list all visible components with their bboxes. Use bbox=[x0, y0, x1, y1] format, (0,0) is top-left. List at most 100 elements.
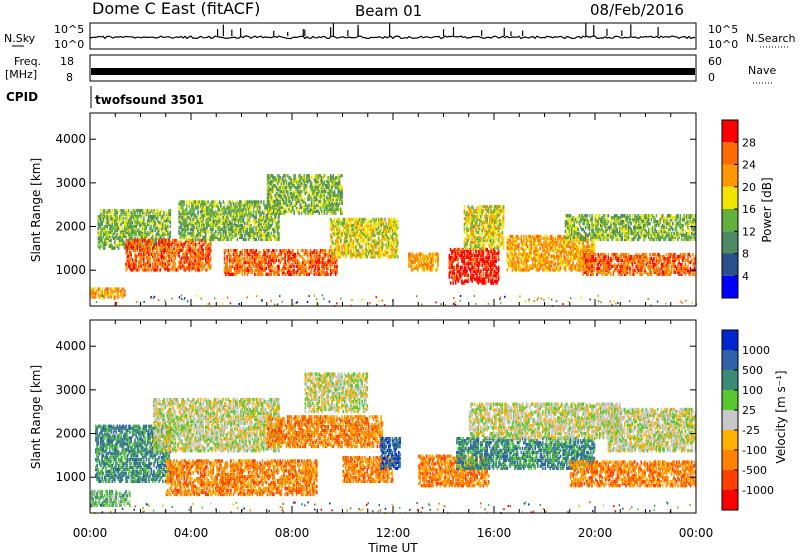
power-data-cell bbox=[183, 231, 185, 236]
power-data-cell bbox=[165, 238, 168, 242]
power-data-cell bbox=[130, 211, 132, 215]
power-data-cell bbox=[199, 233, 202, 238]
power-data-cell bbox=[100, 220, 102, 225]
power-data-cell bbox=[239, 251, 241, 255]
power-data-cell bbox=[298, 207, 300, 211]
power-data-cell bbox=[255, 220, 257, 224]
power-data-cell bbox=[140, 222, 143, 227]
power-data-cell bbox=[271, 227, 274, 232]
power-data-cell bbox=[293, 193, 295, 198]
power-data-cell bbox=[299, 272, 302, 276]
power-data-cell bbox=[106, 234, 108, 238]
power-data-cell bbox=[165, 228, 168, 233]
power-data-cell bbox=[250, 223, 252, 228]
power-data-cell bbox=[273, 199, 275, 204]
power-data-cell bbox=[268, 199, 270, 204]
power-data-cell bbox=[269, 180, 271, 184]
power-data-cell bbox=[204, 258, 207, 262]
power-data-cell bbox=[188, 246, 191, 250]
power-data-cell bbox=[227, 251, 230, 255]
power-data-cell bbox=[110, 216, 112, 221]
power-data-cell bbox=[274, 201, 276, 205]
power-data-cell bbox=[100, 295, 102, 299]
power-data-cell bbox=[453, 265, 456, 269]
power-data-cell bbox=[203, 227, 206, 232]
power-data-cell bbox=[112, 213, 115, 217]
power-data-cell bbox=[302, 262, 304, 267]
power-data-cell bbox=[271, 249, 274, 253]
power-data-cell bbox=[269, 218, 271, 222]
power-data-cell bbox=[318, 260, 321, 265]
power-data-cell bbox=[260, 237, 262, 242]
power-data-cell bbox=[197, 204, 199, 208]
power-data-cell bbox=[270, 251, 273, 255]
power-data-cell bbox=[228, 206, 231, 210]
power-data-cell bbox=[126, 226, 129, 231]
power-data-cell bbox=[323, 266, 326, 271]
power-data-cell bbox=[278, 185, 280, 190]
power-data-cell bbox=[201, 229, 203, 234]
power-data-cell bbox=[98, 242, 101, 246]
power-data-cell bbox=[175, 248, 178, 252]
power-data-cell bbox=[208, 212, 211, 216]
power-data-cell bbox=[255, 264, 257, 269]
power-data-cell bbox=[249, 256, 251, 261]
power-data-cell bbox=[285, 209, 288, 213]
power-data-cell bbox=[271, 201, 274, 205]
power-data-cell bbox=[198, 225, 201, 230]
power-data-cell bbox=[179, 214, 182, 218]
power-data-cell bbox=[186, 254, 188, 258]
power-data-cell bbox=[160, 260, 163, 264]
power-data-cell bbox=[108, 230, 111, 235]
power-data-cell bbox=[228, 210, 231, 214]
power-data-cell bbox=[130, 244, 132, 249]
power-data-cell bbox=[246, 206, 249, 210]
power-data-cell bbox=[153, 258, 155, 262]
power-data-cell bbox=[191, 204, 193, 208]
power-data-cell bbox=[287, 203, 289, 207]
power-data-cell bbox=[326, 252, 328, 257]
power-data-cell bbox=[215, 229, 217, 234]
power-data-cell bbox=[232, 218, 235, 222]
power-data-cell bbox=[236, 256, 238, 261]
power-data-cell bbox=[154, 242, 156, 246]
power-data-cell bbox=[203, 225, 206, 230]
power-data-cell bbox=[220, 210, 222, 214]
power-data-cell bbox=[193, 208, 196, 212]
power-data-cell bbox=[120, 232, 122, 236]
power-data-cell bbox=[145, 234, 148, 238]
power-data-cell bbox=[119, 289, 121, 293]
power-data-cell bbox=[321, 260, 323, 265]
power-data-cell bbox=[139, 209, 141, 213]
power-data-cell bbox=[155, 236, 158, 240]
power-data-cell bbox=[235, 256, 237, 261]
power-data-cell bbox=[126, 242, 129, 247]
power-data-cell bbox=[156, 258, 159, 262]
power-data-cell bbox=[178, 231, 180, 236]
power-data-cell bbox=[198, 235, 201, 240]
power-data-cell bbox=[192, 248, 194, 252]
power-data-cell bbox=[236, 249, 238, 253]
power-data-cell bbox=[304, 178, 307, 182]
power-data-cell bbox=[101, 240, 103, 244]
power-data-cell bbox=[201, 210, 203, 214]
power-data-cell bbox=[289, 252, 292, 257]
power-data-cell bbox=[289, 254, 292, 259]
power-data-cell bbox=[240, 227, 242, 232]
power-data-cell bbox=[237, 229, 240, 234]
power-data-cell bbox=[138, 209, 140, 213]
power-data-cell bbox=[236, 206, 239, 210]
power-data-cell bbox=[265, 225, 268, 230]
power-data-cell bbox=[223, 220, 226, 224]
power-data-cell bbox=[312, 251, 314, 255]
power-data-cell bbox=[92, 293, 95, 297]
power-data-cell bbox=[143, 258, 145, 262]
power-data-cell bbox=[179, 221, 182, 226]
power-data-cell bbox=[385, 221, 387, 226]
power-data-cell bbox=[112, 293, 115, 297]
power-data-cell bbox=[276, 199, 279, 204]
power-data-cell bbox=[275, 191, 278, 196]
power-data-cell bbox=[146, 242, 149, 246]
power-data-cell bbox=[304, 191, 307, 196]
power-data-cell bbox=[266, 254, 269, 259]
